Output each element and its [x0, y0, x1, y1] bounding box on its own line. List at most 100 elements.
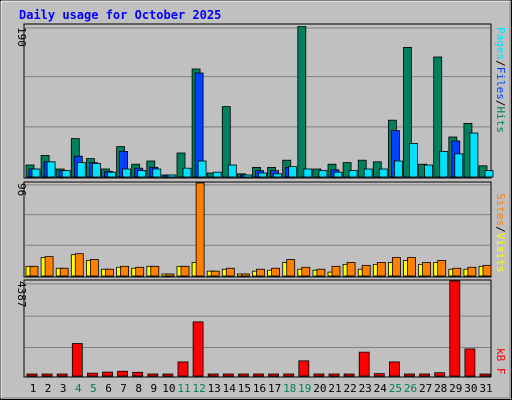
bottom-bar-kb-f [41, 373, 53, 377]
x-tick-label: 7 [120, 382, 127, 395]
x-tick-label: 16 [253, 382, 266, 395]
top-bar-pages [76, 162, 86, 178]
middle-bar-sites [437, 260, 447, 277]
top-bar-pages [288, 166, 298, 178]
middle-bar-sites [361, 264, 371, 277]
top-bar-hits [176, 152, 186, 178]
middle-bar-sites [44, 256, 54, 277]
bottom-bar-kb-f [117, 370, 128, 377]
x-tick-label: 6 [105, 382, 112, 395]
middle-bar-sites [407, 257, 416, 277]
bottom-bar-kb-f [343, 373, 355, 377]
bottom-bar-kb-f [102, 371, 113, 377]
middle-bar-sites [165, 273, 175, 277]
legend-entry: / [494, 100, 507, 107]
bottom-bar-kb-f [222, 373, 234, 377]
bottom-bar-kb-f [207, 373, 219, 377]
middle-bar-sites [210, 270, 220, 277]
top-bar-pages [227, 164, 237, 178]
middle-bar-sites [90, 259, 99, 277]
middle-bar-sites [316, 268, 326, 277]
top-bar-pages [424, 164, 434, 178]
top-bar-pages [137, 170, 147, 178]
x-tick-label: 31 [479, 382, 492, 395]
x-tick-label: 15 [238, 382, 251, 395]
x-tick-label: 21 [328, 382, 341, 395]
x-tick-label: 24 [374, 382, 388, 395]
middle-bar-sites [452, 267, 462, 277]
middle-bar-sites [301, 266, 311, 277]
top-bar-hits [403, 47, 412, 178]
top-bar-pages [167, 174, 177, 178]
middle-bar-sites [271, 267, 281, 277]
top-bar-pages [46, 161, 56, 178]
bottom-bar-kb-f [328, 373, 340, 377]
top-max-label: 190 [15, 27, 28, 47]
top-bar-pages [122, 168, 131, 178]
bottom-bar-kb-f [358, 351, 370, 377]
legend-entry: Visits [494, 233, 507, 273]
x-tick-label: 25 [389, 382, 402, 395]
middle-bar-sites [422, 262, 432, 277]
x-tick-label: 27 [419, 382, 432, 395]
x-tick-label: 10 [162, 382, 175, 395]
top-bar-pages [318, 170, 328, 178]
bottom-bar-kb-f [298, 360, 310, 377]
top-bar-pages [363, 168, 373, 178]
middle-bar-sites [225, 267, 235, 277]
middle-legend: Sites/Visits [494, 193, 507, 273]
x-tick-label: 8 [135, 382, 142, 395]
bar-layer [25, 26, 494, 377]
middle-bar-sites [286, 259, 296, 277]
x-axis-labels: 1 2 3 4 5 6 7 8 9 10 11 12 13 14 15 16 17 18 19 20 21 22 23 24 2… [30, 382, 493, 395]
top-bar-pages [469, 132, 479, 178]
middle-bar-sites [376, 262, 386, 277]
middle-bar-sites [180, 265, 190, 277]
x-tick-label: 13 [208, 382, 221, 395]
x-tick-label: 17 [268, 382, 281, 395]
x-tick-label: 12 [192, 382, 205, 395]
top-legend: Pages/Files/Hits [494, 27, 507, 133]
x-tick-label: 1 [30, 382, 37, 395]
top-bar-pages [303, 168, 313, 178]
legend-entry: kB F [494, 348, 507, 375]
top-bar-pages [61, 170, 71, 178]
middle-bar-sites [105, 268, 114, 277]
x-tick-label: 2 [45, 382, 52, 395]
top-bar-hits [342, 162, 352, 178]
bottom-bar-kb-f [71, 343, 83, 377]
top-bar-pages [484, 170, 494, 178]
x-tick-label: 20 [313, 382, 326, 395]
bottom-panel [23, 279, 492, 378]
x-tick-label: 9 [150, 382, 157, 395]
bottom-bar-kb-f [373, 373, 385, 377]
legend-entry: / [494, 60, 507, 67]
top-bar-hits [221, 106, 231, 178]
x-tick-label: 19 [298, 382, 311, 395]
middle-max-label: 96 [15, 183, 28, 196]
middle-bar-sites [256, 268, 265, 277]
top-bar-pages [212, 171, 222, 178]
top-bar-pages [197, 160, 207, 178]
x-tick-label: 14 [223, 382, 237, 395]
bottom-bar-kb-f [87, 372, 98, 377]
middle-bar-sites [59, 267, 69, 277]
top-bar-hits [357, 159, 367, 178]
middle-bar-sites [240, 273, 250, 277]
top-bar-pages [31, 168, 41, 178]
x-tick-label: 5 [90, 382, 97, 395]
bottom-bar-kb-f [388, 361, 400, 377]
bottom-legend: kB F [494, 348, 507, 375]
chart-title: Daily usage for October 2025 [19, 8, 221, 22]
middle-bar-sites [74, 253, 84, 277]
x-tick-label: 3 [60, 382, 67, 395]
top-bar-pages [378, 168, 388, 178]
bottom-bar-kb-f [313, 373, 325, 377]
legend-entry: Pages [494, 27, 507, 60]
x-tick-label: 18 [283, 382, 296, 395]
bottom-bar-kb-f [253, 373, 264, 377]
legend-entry: Sites [494, 193, 507, 226]
x-tick-label: 28 [434, 382, 447, 395]
